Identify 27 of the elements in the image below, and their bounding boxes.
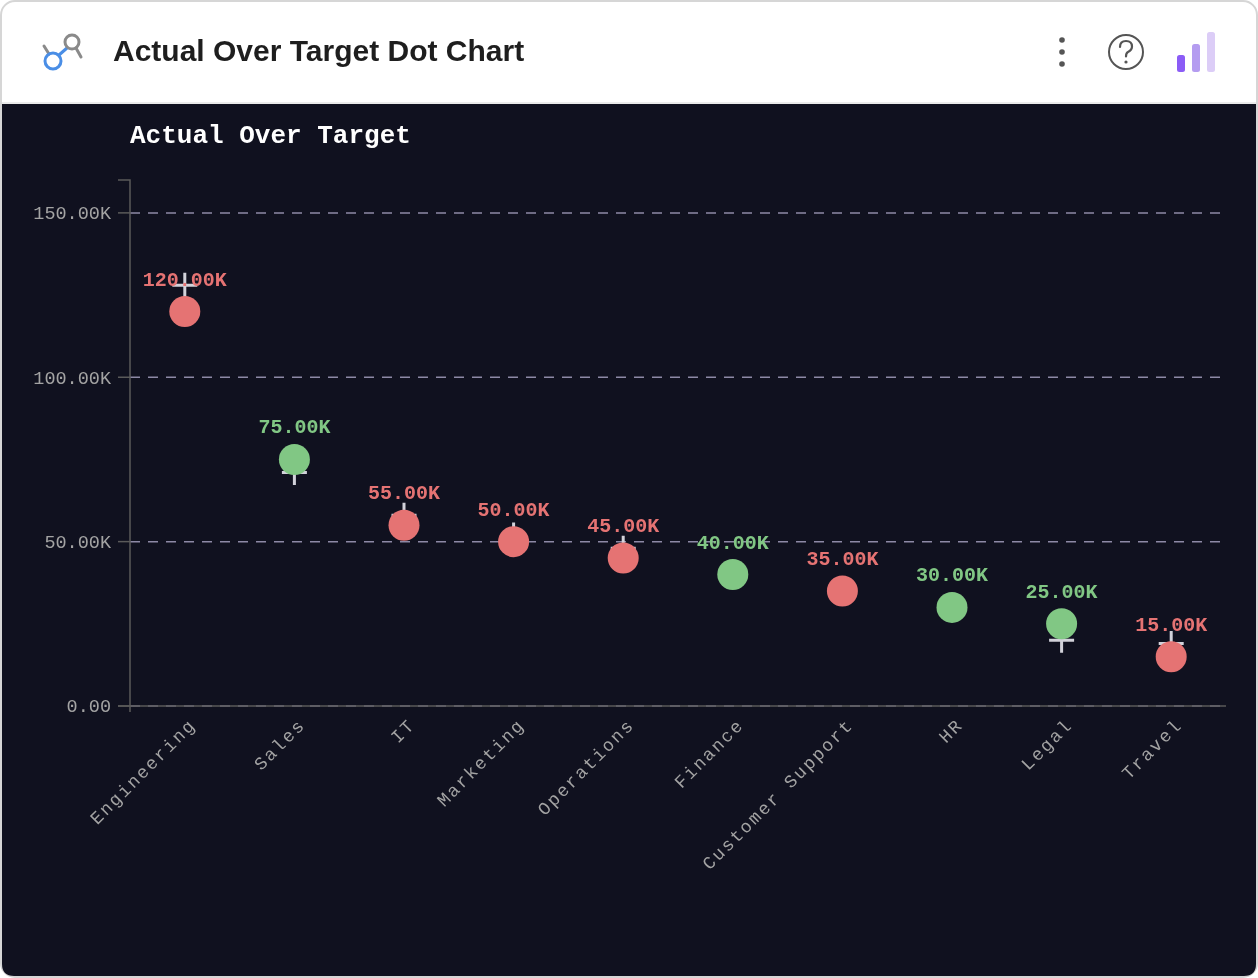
data-label: 75.00K [258, 416, 331, 440]
chart-title: Actual Over Target Dot Chart [113, 34, 525, 67]
y-tick-label: 100.00K [33, 368, 112, 390]
y-tick-label: 0.00 [66, 697, 111, 719]
point [1155, 641, 1187, 673]
y-tick-label: 50.00K [44, 533, 112, 555]
point [388, 509, 420, 541]
data-label: 45.00K [587, 515, 660, 539]
point [717, 559, 749, 590]
chart-subtitle: Actual Over Target [130, 121, 411, 151]
data-label: 35.00K [806, 547, 879, 571]
point [826, 575, 858, 607]
point [936, 591, 968, 623]
y-tick-label: 150.00K [33, 204, 112, 226]
data-label: 30.00K [915, 564, 989, 588]
data-label: 15.00K [1135, 613, 1208, 637]
data-label: 40.00K [696, 531, 769, 555]
point [169, 296, 201, 327]
point [607, 542, 639, 574]
x-tick-label: HR [935, 715, 968, 748]
point [278, 443, 310, 475]
point [1046, 608, 1078, 640]
point [498, 526, 530, 558]
data-label: 50.00K [477, 498, 550, 522]
data-label: 55.00K [367, 482, 441, 506]
data-label: 25.00K [1025, 580, 1098, 604]
x-tick-label: IT [387, 715, 420, 748]
